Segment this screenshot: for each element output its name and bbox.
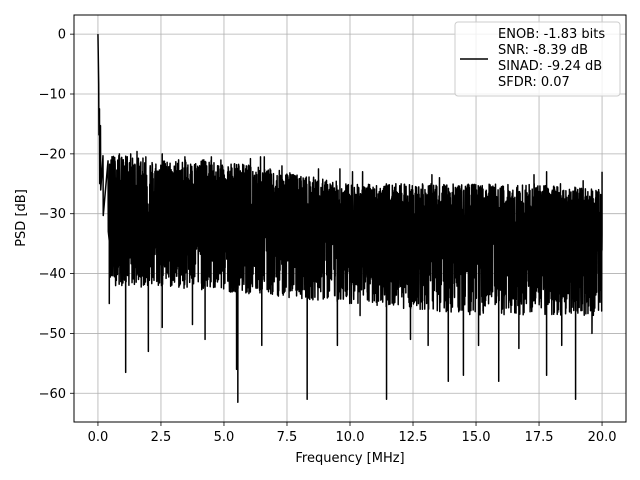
legend: ENOB: -1.83 bits SNR: -8.39 dB SINAD: -9.2… xyxy=(454,21,621,97)
y-tick-label: 0 xyxy=(58,28,66,43)
x-tick-label: 20.0 xyxy=(588,430,617,445)
legend-entry-line: SNR: -8.39 dB xyxy=(498,43,588,58)
y-tick-label: −40 xyxy=(39,267,66,282)
x-tick-label: 17.5 xyxy=(525,430,554,445)
x-tick-label: 2.5 xyxy=(151,430,172,445)
y-axis: 0 −10 −20 −30 −40 −50 −60 xyxy=(39,28,74,402)
y-tick-label: −50 xyxy=(39,327,66,342)
psd-series-line xyxy=(97,34,603,403)
x-axis: 0.0 2.5 5.0 7.5 10.0 12.5 15.0 17.5 20.0 xyxy=(88,422,617,445)
legend-entry-line: ENOB: -1.83 bits xyxy=(498,27,605,42)
x-tick-label: 0.0 xyxy=(88,430,109,445)
y-tick-label: −60 xyxy=(39,387,66,402)
x-tick-label: 12.5 xyxy=(399,430,428,445)
y-axis-label: PSD [dB] xyxy=(14,189,29,247)
y-tick-label: −10 xyxy=(39,88,66,103)
x-tick-label: 10.0 xyxy=(336,430,365,445)
legend-box xyxy=(454,21,621,97)
x-axis-label: Frequency [MHz] xyxy=(295,451,404,466)
x-tick-label: 15.0 xyxy=(462,430,491,445)
x-tick-label: 5.0 xyxy=(214,430,235,445)
y-tick-label: −20 xyxy=(39,147,66,162)
legend-entry-line: SINAD: -9.24 dB xyxy=(498,59,602,74)
y-tick-label: −30 xyxy=(39,207,66,222)
legend-entry: ENOB: -1.83 bits SNR: -8.39 dB SINAD: -9.2… xyxy=(498,27,605,90)
legend-entry-line: SFDR: 0.07 xyxy=(498,75,570,90)
x-tick-label: 7.5 xyxy=(277,430,298,445)
